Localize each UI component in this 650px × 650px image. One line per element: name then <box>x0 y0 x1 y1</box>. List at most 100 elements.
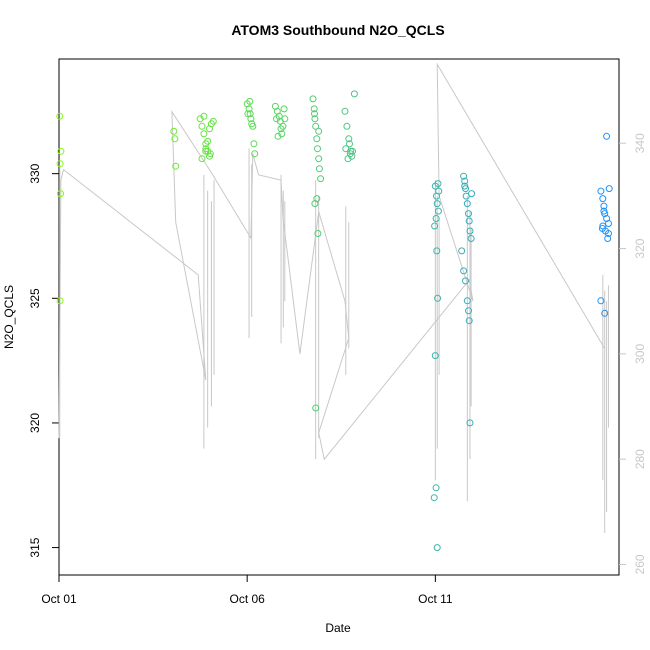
data-point <box>279 122 287 130</box>
data-point <box>310 105 318 113</box>
data-point <box>206 150 214 158</box>
data-point <box>433 544 441 552</box>
data-point <box>245 105 253 113</box>
data-point <box>466 227 474 235</box>
data-point <box>460 267 468 275</box>
data-point <box>312 122 320 130</box>
y2-tick-label: 260 <box>633 554 647 574</box>
data-point <box>434 294 442 302</box>
y2-tick-label: 320 <box>633 238 647 258</box>
x-tick-label: Oct 11 <box>418 592 453 606</box>
data-point <box>350 90 358 98</box>
y2-tick-label: 280 <box>633 449 647 469</box>
x-axis: Oct 01 Oct 06 Oct 11 <box>41 575 453 606</box>
y-tick-label: 330 <box>28 163 42 183</box>
data-point <box>209 117 217 125</box>
y2-tick-label: 340 <box>633 133 647 153</box>
data-point <box>460 172 468 180</box>
chart-title: ATOM3 Southbound N2O_QCLS <box>231 22 444 38</box>
data-point <box>346 140 353 148</box>
data-point <box>599 195 607 203</box>
data-point <box>598 225 606 232</box>
data-point <box>314 145 321 153</box>
data-point <box>315 165 323 173</box>
data-point <box>56 297 64 305</box>
y2-tick-label: 300 <box>633 344 647 364</box>
data-point <box>463 200 471 208</box>
y-axis-left: 315 320 325 330 <box>28 163 59 558</box>
scatter-series <box>56 90 613 552</box>
data-point <box>315 155 323 163</box>
data-point <box>278 130 286 138</box>
data-point <box>432 484 440 492</box>
data-point <box>343 122 351 130</box>
y-axis-label: N2O_QCLS <box>2 285 16 349</box>
data-point <box>433 200 441 208</box>
data-point <box>311 115 319 123</box>
data-point <box>597 187 605 195</box>
data-point <box>605 230 612 237</box>
data-point <box>605 185 613 193</box>
data-point <box>57 190 64 198</box>
x-axis-label: Date <box>325 621 351 635</box>
data-point <box>461 177 469 185</box>
data-point <box>434 180 442 188</box>
data-point <box>317 175 325 183</box>
data-point <box>200 112 208 120</box>
y-tick-label: 315 <box>28 537 42 557</box>
x-tick-label: Oct 06 <box>229 592 265 606</box>
data-point <box>273 115 280 123</box>
data-point <box>461 182 469 190</box>
data-point <box>172 162 180 170</box>
data-point <box>435 187 443 195</box>
data-point <box>597 297 605 305</box>
data-point <box>250 140 258 148</box>
data-point <box>247 115 255 123</box>
data-point <box>465 217 473 225</box>
data-point <box>249 122 257 130</box>
plot-frame <box>58 58 620 576</box>
secondary-line <box>58 62 606 461</box>
data-point <box>56 112 64 120</box>
data-point <box>309 95 317 103</box>
data-point <box>600 202 608 210</box>
data-point <box>433 247 441 255</box>
y-axis-right: 260 280 300 320 340 <box>619 133 647 574</box>
data-point <box>200 130 208 138</box>
data-point <box>311 200 319 208</box>
data-point <box>244 110 252 118</box>
data-point <box>468 190 475 198</box>
data-point <box>202 145 210 153</box>
y-tick-label: 325 <box>28 288 42 308</box>
data-point <box>605 220 612 227</box>
data-point <box>432 215 440 222</box>
data-point <box>313 135 321 143</box>
data-point <box>346 150 354 158</box>
data-point <box>462 277 469 285</box>
data-point <box>466 419 474 427</box>
data-point <box>463 297 471 305</box>
data-point <box>604 235 612 242</box>
data-point <box>251 150 259 158</box>
data-point <box>315 127 323 135</box>
data-point <box>56 160 64 168</box>
data-point <box>342 145 350 153</box>
data-point <box>434 207 442 215</box>
data-point <box>246 97 254 105</box>
data-point <box>281 115 289 123</box>
data-point <box>345 135 353 143</box>
data-point <box>206 125 213 133</box>
data-point <box>204 137 212 145</box>
data-point <box>246 110 254 118</box>
data-point <box>465 210 472 218</box>
data-point <box>311 110 318 118</box>
data-point <box>458 247 466 255</box>
data-point <box>314 230 322 237</box>
data-point <box>601 309 609 317</box>
data-point <box>171 135 179 143</box>
data-point <box>465 307 472 315</box>
data-point <box>430 494 438 502</box>
y-tick-label: 320 <box>28 413 42 433</box>
data-point <box>465 317 473 325</box>
